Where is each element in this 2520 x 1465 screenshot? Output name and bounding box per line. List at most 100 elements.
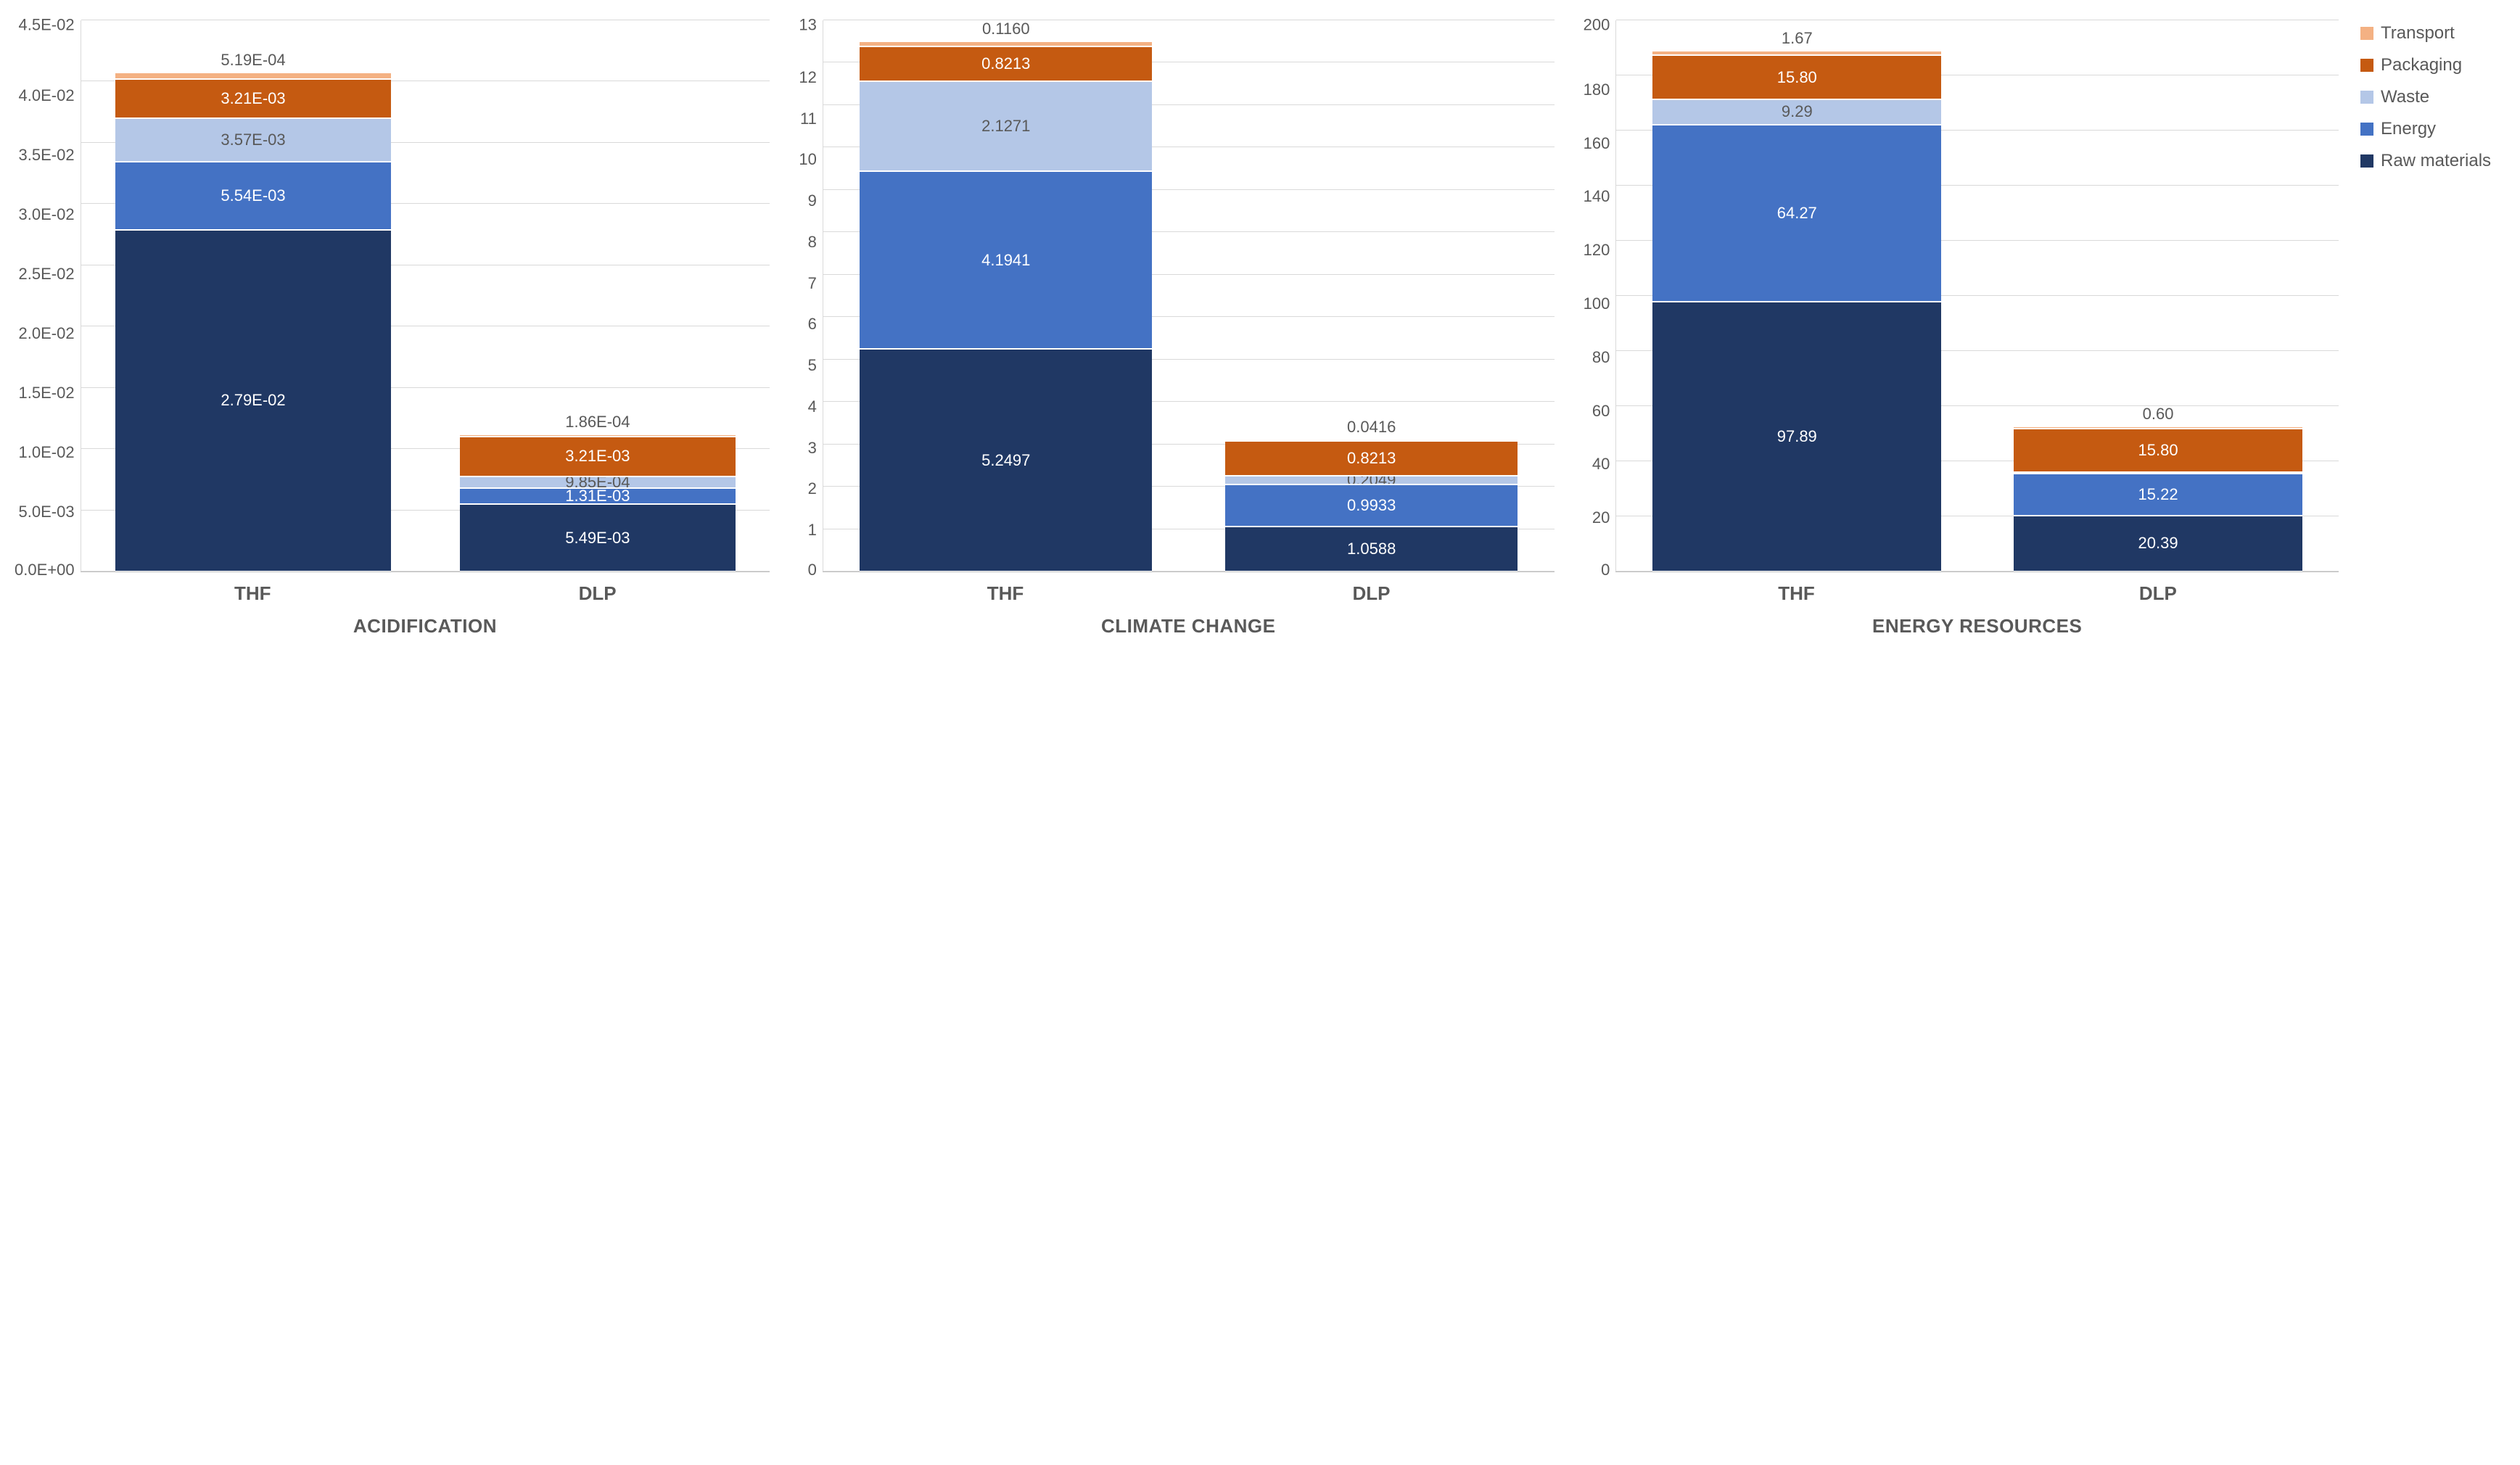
y-tick-label: 4 bbox=[808, 399, 817, 415]
legend-label: Energy bbox=[2381, 119, 2436, 139]
y-tick-label: 2.0E-02 bbox=[19, 326, 75, 342]
legend-item-waste: Waste bbox=[2360, 87, 2505, 107]
y-tick-label: 3.5E-02 bbox=[19, 147, 75, 163]
bars: 5.19E-043.21E-033.57E-035.54E-032.79E-02… bbox=[81, 20, 770, 571]
panel-title: CLIMATE CHANGE bbox=[1101, 615, 1276, 637]
y-tick-label: 140 bbox=[1584, 189, 1610, 205]
y-tick-label: 11 bbox=[800, 111, 817, 127]
segment-value-label: 5.49E-03 bbox=[460, 529, 736, 548]
segment-value-label: 2.79E-02 bbox=[115, 391, 391, 410]
bar-top-label: 1.86E-04 bbox=[460, 413, 736, 432]
legend-label: Transport bbox=[2381, 23, 2455, 44]
bar-segment-packaging: 3.21E-03 bbox=[115, 79, 391, 118]
y-axis: 200180160140120100806040200 bbox=[1584, 20, 1616, 571]
legend-item-raw-materials: Raw materials bbox=[2360, 151, 2505, 171]
bars: 0.11600.82132.12714.19415.24970.04160.82… bbox=[823, 20, 1555, 571]
bar-top-label: 0.60 bbox=[2014, 405, 2302, 424]
chart-panel: 2001801601401201008060402001.6715.809.29… bbox=[1584, 20, 2339, 637]
y-tick-label: 3 bbox=[808, 440, 817, 456]
y-tick-label: 6 bbox=[808, 316, 817, 332]
x-category-label: THF bbox=[81, 582, 425, 605]
y-tick-label: 80 bbox=[1592, 350, 1610, 366]
panel-title: ACIDIFICATION bbox=[353, 615, 497, 637]
legend-swatch bbox=[2360, 27, 2373, 40]
bar-segment-energy: 1.31E-03 bbox=[460, 488, 736, 504]
x-categories: THFDLP bbox=[823, 582, 1555, 605]
x-category-label: DLP bbox=[425, 582, 770, 605]
segment-value-label: 15.80 bbox=[1652, 68, 1941, 87]
segment-value-label: 3.21E-03 bbox=[460, 447, 736, 466]
bar-segment-waste: 9.29 bbox=[1652, 99, 1941, 125]
bar-segment-raw-materials: 5.49E-03 bbox=[460, 504, 736, 571]
bars: 1.6715.809.2964.2797.890.6015.800.1415.2… bbox=[1616, 20, 2339, 571]
y-tick-label: 0 bbox=[808, 562, 817, 578]
segment-value-label: 15.22 bbox=[2014, 485, 2302, 504]
segment-value-label: 3.57E-03 bbox=[115, 131, 391, 149]
y-tick-label: 4.5E-02 bbox=[19, 17, 75, 33]
bar-segment-raw-materials: 97.89 bbox=[1652, 302, 1941, 571]
y-tick-label: 1.0E-02 bbox=[19, 445, 75, 461]
segment-value-label: 64.27 bbox=[1652, 204, 1941, 223]
x-axis: THFDLP ACIDIFICATION bbox=[81, 571, 770, 637]
segment-value-label: 9.29 bbox=[1652, 102, 1941, 121]
y-tick-label: 20 bbox=[1592, 510, 1610, 526]
y-tick-label: 40 bbox=[1592, 456, 1610, 472]
bar-segment-packaging: 15.80 bbox=[1652, 55, 1941, 99]
legend: Transport Packaging Waste Energy Raw materia… bbox=[2339, 20, 2505, 171]
x-category-label: THF bbox=[823, 582, 1188, 605]
segment-value-label: 2.1271 bbox=[860, 117, 1152, 136]
legend-item-energy: Energy bbox=[2360, 119, 2505, 139]
bar-segment-transport bbox=[115, 73, 391, 79]
y-tick-label: 0.0E+00 bbox=[15, 562, 75, 578]
x-axis-wrap: 0.0E+00THFDLPACIDIFICATION bbox=[15, 571, 770, 637]
legend-swatch bbox=[2360, 59, 2373, 72]
bar-segment-packaging: 0.8213 bbox=[860, 46, 1152, 81]
y-tick-label: 13 bbox=[799, 17, 816, 33]
y-tick-label: 2 bbox=[808, 481, 817, 497]
y-tick-label: 1.5E-02 bbox=[19, 385, 75, 401]
y-tick-label: 5.0E-03 bbox=[19, 504, 75, 520]
legend-label: Raw materials bbox=[2381, 151, 2491, 171]
segment-value-label: 1.0588 bbox=[1225, 540, 1518, 558]
segment-value-label: 9.85E-04 bbox=[460, 476, 736, 489]
x-axis-wrap: 100THFDLPENERGY RESOURCES bbox=[1584, 571, 2339, 637]
x-category-label: DLP bbox=[1188, 582, 1554, 605]
bar-column: 1.86E-04 3.21E-03 9.85E-041.31E-03 5.49E-03 bbox=[460, 413, 736, 571]
y-tick-label: 12 bbox=[799, 70, 816, 86]
segment-value-label: 5.2497 bbox=[860, 451, 1152, 470]
y-tick-label: 8 bbox=[808, 234, 817, 250]
legend-label: Waste bbox=[2381, 87, 2429, 107]
y-tick-label: 200 bbox=[1584, 17, 1610, 33]
y-tick-label: 60 bbox=[1592, 403, 1610, 419]
y-tick-label: 160 bbox=[1584, 136, 1610, 152]
legend-swatch bbox=[2360, 91, 2373, 104]
legend-item-packaging: Packaging bbox=[2360, 55, 2505, 75]
bar-top-label: 0.1160 bbox=[860, 20, 1152, 38]
bar-segment-packaging: 0.8213 bbox=[1225, 441, 1518, 476]
x-axis: THFDLP CLIMATE CHANGE bbox=[823, 571, 1555, 637]
legend-swatch bbox=[2360, 123, 2373, 136]
bar-column: 0.6015.800.1415.2220.39 bbox=[2014, 405, 2302, 571]
bar-segment-waste: 3.57E-03 bbox=[115, 118, 391, 162]
segment-value-label: 0.8213 bbox=[860, 54, 1152, 73]
y-tick-label: 100 bbox=[1584, 296, 1610, 312]
y-tick-label: 9 bbox=[808, 193, 817, 209]
bar-top-label: 1.67 bbox=[1652, 29, 1941, 48]
segment-value-label: 15.80 bbox=[2014, 441, 2302, 460]
segment-value-label: 5.54E-03 bbox=[115, 186, 391, 205]
plot-area: 5.19E-043.21E-033.57E-035.54E-032.79E-02… bbox=[81, 20, 770, 571]
bar-segment-raw-materials: 2.79E-02 bbox=[115, 230, 391, 571]
segment-value-label: 20.39 bbox=[2014, 534, 2302, 553]
figure: 4.5E-024.0E-023.5E-023.0E-022.5E-022.0E-… bbox=[0, 0, 2520, 645]
bar-segment-raw-materials: 5.2497 bbox=[860, 349, 1152, 571]
y-tick-label: 4.0E-02 bbox=[19, 88, 75, 104]
bar-segment-energy: 64.27 bbox=[1652, 125, 1941, 302]
bar-segment-energy: 5.54E-03 bbox=[115, 162, 391, 230]
bar-top-label: 0.0416 bbox=[1225, 418, 1518, 437]
y-tick-label: 2.5E-02 bbox=[19, 266, 75, 282]
y-tick-label: 7 bbox=[808, 276, 817, 292]
chart-panel: 1312111098765432100.11600.82132.12714.19… bbox=[799, 20, 1554, 637]
y-tick-label: 0 bbox=[1601, 562, 1610, 578]
bar-segment-waste: 0.2049 bbox=[1225, 476, 1518, 484]
bar-column: 5.19E-043.21E-033.57E-035.54E-032.79E-02 bbox=[115, 51, 391, 571]
